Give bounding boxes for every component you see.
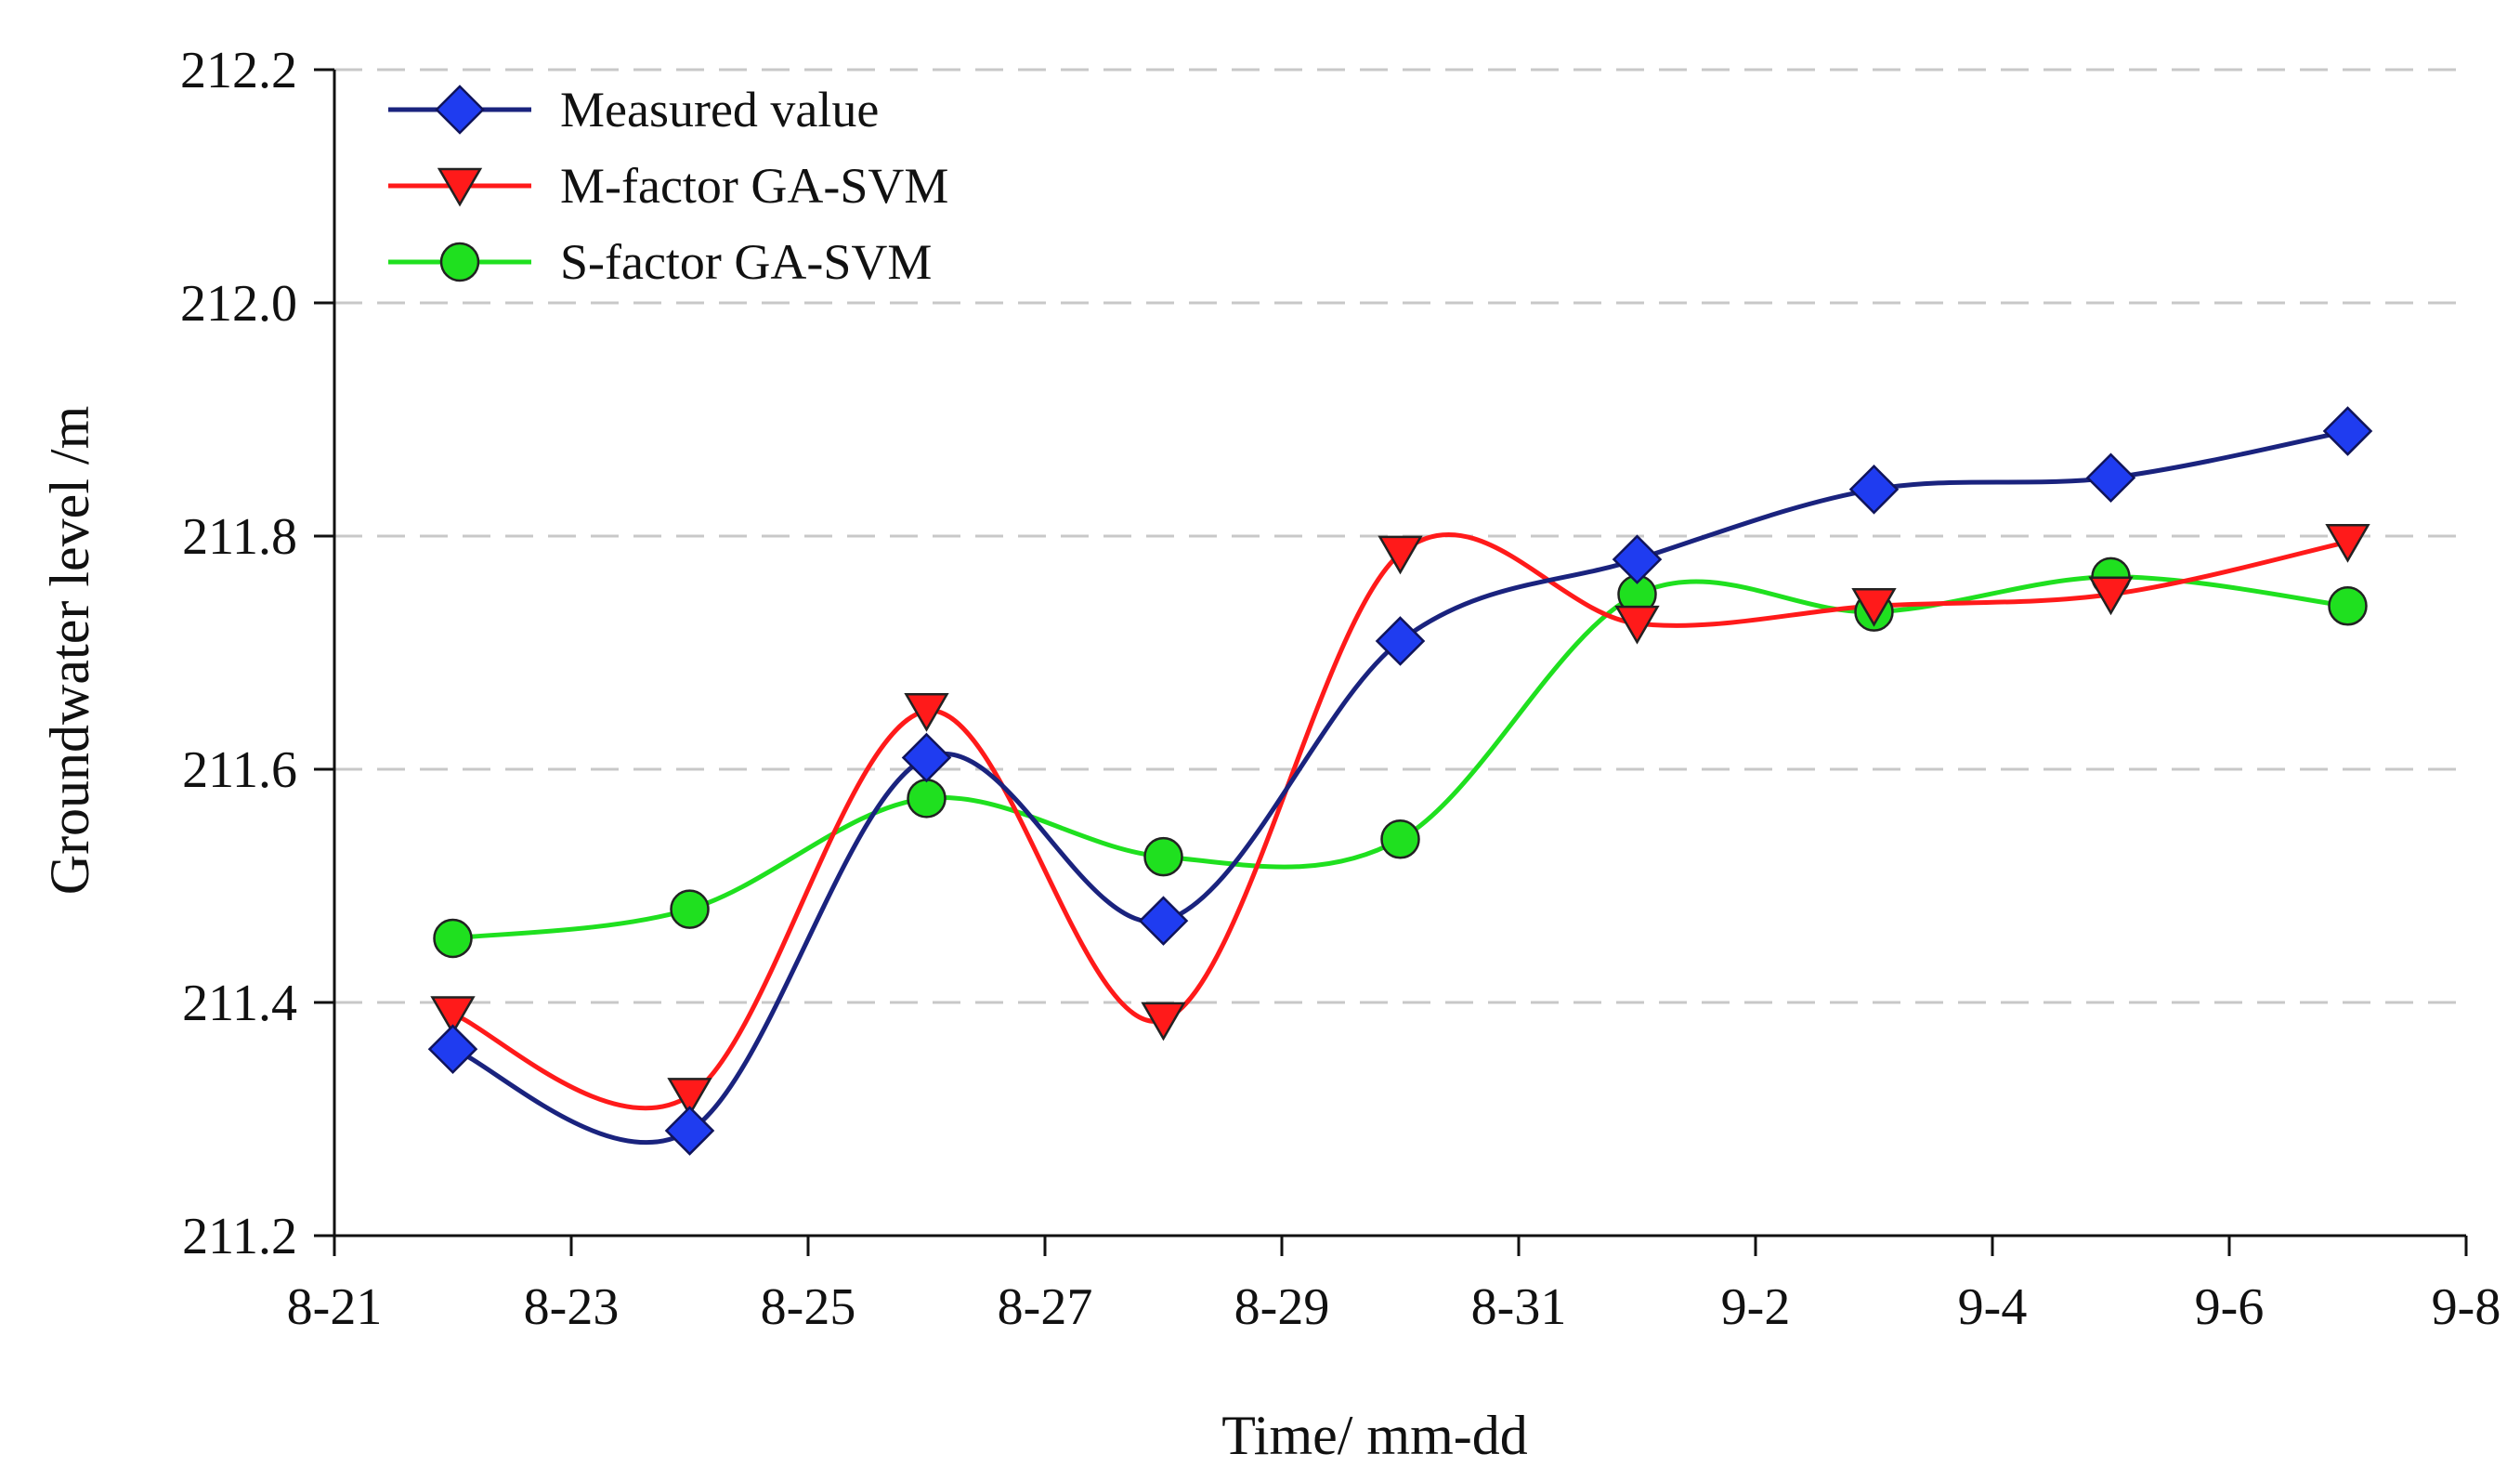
series-2-point-1 <box>670 889 710 929</box>
y-tick-label-0: 211.2 <box>182 1208 297 1265</box>
series-2-point-2 <box>907 779 947 819</box>
series-1-point-2 <box>904 693 949 732</box>
series-0-point-8 <box>2322 406 2373 456</box>
series-1-point-4 <box>1378 535 1423 575</box>
series-0-point-7 <box>2085 452 2136 504</box>
series-1-point-0 <box>430 996 476 1036</box>
x-tick-label-8: 9-6 <box>2195 1278 2265 1336</box>
x-tick-label-3: 8-27 <box>998 1278 1093 1336</box>
series-2-point-8 <box>2328 586 2368 626</box>
series-line-1 <box>451 531 2349 1111</box>
x-tick-label-1: 8-23 <box>524 1278 620 1336</box>
x-tick-label-9: 9-8 <box>2432 1278 2501 1336</box>
x-tick-label-6: 9-2 <box>1721 1278 1791 1336</box>
legend-marker-2 <box>439 242 480 282</box>
legend-label-2: S-factor GA-SVM <box>560 234 932 290</box>
y-tick-label-3: 211.8 <box>182 508 297 566</box>
x-tick-label-5: 8-31 <box>1471 1278 1567 1336</box>
series-0-point-0 <box>427 1024 478 1074</box>
legend: Measured value M-factor GA-SVM S-factor GA… <box>388 82 948 290</box>
y-tick-label-1: 211.4 <box>182 975 297 1032</box>
legend-marker-0 <box>435 85 485 135</box>
series-2-point-4 <box>1380 819 1420 859</box>
series-0-point-6 <box>1848 465 1900 515</box>
x-tick-label-7: 9-4 <box>1958 1278 2028 1336</box>
series-0-point-1 <box>664 1106 715 1156</box>
y-tick-label-5: 212.2 <box>180 42 297 99</box>
x-tick-label-4: 8-29 <box>1234 1278 1330 1336</box>
series-0-point-3 <box>1138 896 1189 946</box>
series-1-point-1 <box>667 1078 712 1117</box>
series-2-point-0 <box>433 918 473 959</box>
legend-label-1: M-factor GA-SVM <box>560 158 948 214</box>
series-1-point-3 <box>1141 1002 1186 1041</box>
y-axis-title: Groundwater level /m <box>39 406 100 896</box>
x-tick-label-0: 8-21 <box>287 1278 383 1336</box>
series-layer <box>427 406 2373 1156</box>
x-tick-label-2: 8-25 <box>761 1278 856 1336</box>
axes: 211.2 211.4 211.6 211.8 212.0 212.2 8-21 8-23 8-… <box>180 42 2500 1336</box>
series-2-point-3 <box>1143 836 1183 877</box>
series-0-point-5 <box>1612 534 1663 584</box>
y-tick-label-2: 211.6 <box>182 741 297 799</box>
series-1-point-6 <box>1851 588 1897 627</box>
series-1-point-8 <box>2325 524 2370 563</box>
series-1-point-5 <box>1614 605 1660 645</box>
series-0-point-4 <box>1375 616 1426 666</box>
y-tick-label-4: 212.0 <box>180 275 297 333</box>
legend-marker-1 <box>437 167 483 207</box>
series-line-0 <box>451 428 2348 1146</box>
x-axis-title: Time/ mm-dd <box>1221 1405 1528 1466</box>
grid-lines <box>334 68 2466 1004</box>
series-0-point-2 <box>901 732 952 783</box>
legend-label-0: Measured value <box>560 82 879 138</box>
series-1-point-7 <box>2088 576 2134 616</box>
